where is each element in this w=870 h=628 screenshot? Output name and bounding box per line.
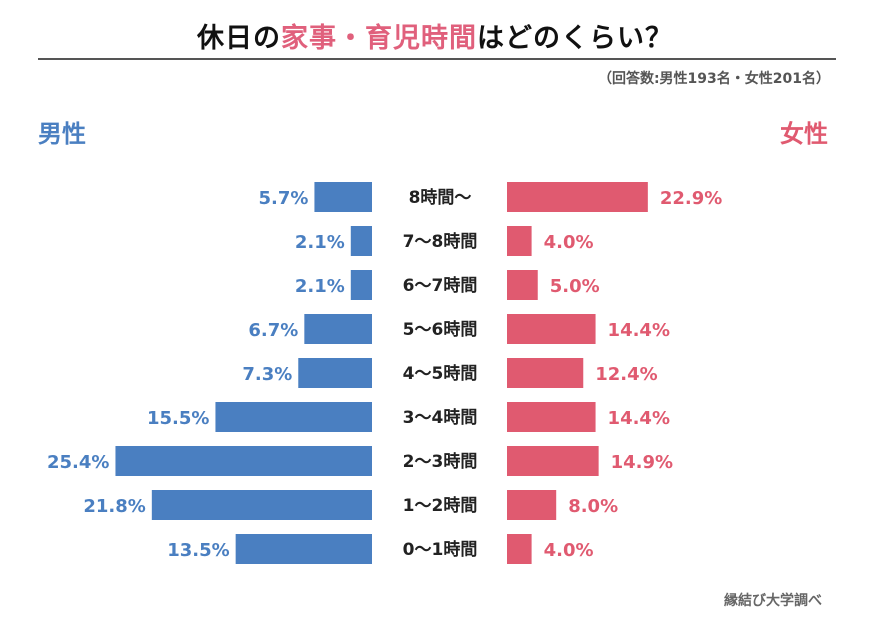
male-bar: [350, 226, 372, 256]
female-value-label: 14.9%: [611, 452, 673, 473]
female-value-label: 14.4%: [608, 408, 670, 429]
title-divider: [38, 58, 836, 60]
category-label: 7〜8時間: [403, 231, 478, 252]
female-bar: [507, 446, 599, 476]
category-label: 8時間〜: [409, 187, 472, 208]
male-series-label: 男性: [38, 120, 86, 148]
female-value-label: 12.4%: [595, 364, 657, 385]
male-bar: [115, 446, 373, 476]
category-label: 3〜4時間: [403, 407, 478, 428]
category-label: 5〜6時間: [403, 319, 478, 340]
source-credit: 縁結び大学調べ: [724, 593, 822, 609]
male-bar: [151, 490, 372, 520]
female-value-label: 22.9%: [660, 188, 722, 209]
respondent-note: （回答数:男性193名・女性201名）: [597, 71, 830, 87]
male-bar: [235, 534, 372, 564]
title-highlight: 家事・育児時間: [281, 23, 477, 54]
male-value-label: 2.1%: [295, 232, 345, 253]
category-label: 6〜7時間: [403, 275, 478, 296]
male-bar: [298, 358, 372, 388]
male-bar: [314, 182, 372, 212]
female-value-label: 5.0%: [550, 276, 600, 297]
female-value-label: 4.0%: [544, 540, 594, 561]
female-series-label: 女性: [780, 120, 828, 148]
female-bar: [507, 226, 532, 256]
category-label: 1〜2時間: [403, 495, 478, 516]
female-bar: [507, 270, 538, 300]
female-value-label: 8.0%: [568, 496, 618, 517]
female-value-label: 14.4%: [608, 320, 670, 341]
female-bar: [507, 182, 648, 212]
category-label: 4〜5時間: [403, 363, 478, 384]
female-bar: [507, 490, 557, 520]
female-bar: [507, 534, 532, 564]
title-part2: はどのくらい？: [477, 23, 673, 54]
category-label: 0〜1時間: [403, 539, 478, 560]
male-value-label: 13.5%: [167, 540, 229, 561]
male-value-label: 6.7%: [248, 320, 298, 341]
male-value-label: 5.7%: [259, 188, 309, 209]
male-value-label: 21.8%: [83, 496, 145, 517]
female-bar: [507, 402, 596, 432]
male-value-label: 25.4%: [47, 452, 109, 473]
female-value-label: 4.0%: [544, 232, 594, 253]
male-value-label: 15.5%: [147, 408, 209, 429]
male-bar: [304, 314, 372, 344]
male-value-label: 2.1%: [295, 276, 345, 297]
title-part1: 休日の: [197, 23, 281, 54]
male-bar: [215, 402, 372, 432]
chart-title: 休日の家事・育児時間はどのくらい？: [0, 16, 870, 55]
male-value-label: 7.3%: [242, 364, 292, 385]
female-bar: [507, 358, 584, 388]
male-bar: [350, 270, 372, 300]
category-label: 2〜3時間: [403, 451, 478, 472]
female-bar: [507, 314, 596, 344]
